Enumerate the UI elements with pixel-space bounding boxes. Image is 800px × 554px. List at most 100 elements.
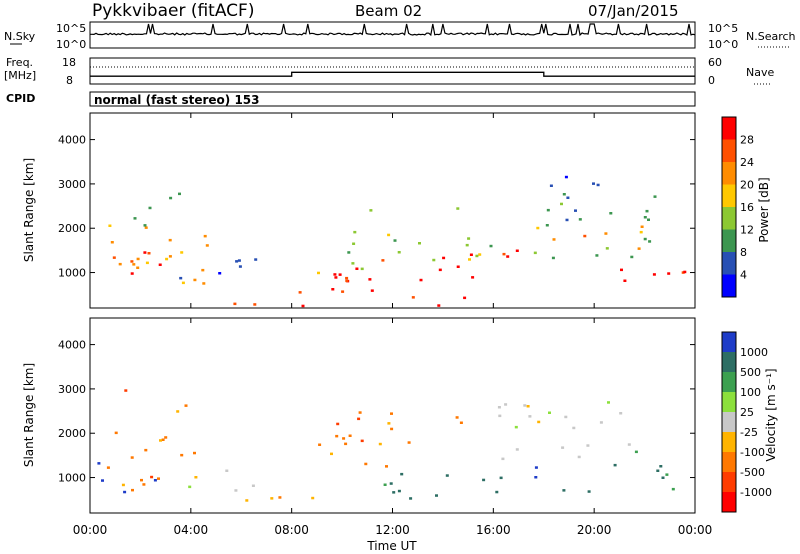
y-tick-label: 2000: [58, 222, 86, 235]
heatmap-cell: [131, 488, 134, 492]
heatmap-cell: [671, 487, 675, 491]
heatmap-cell: [661, 476, 665, 479]
heatmap-cell: [235, 260, 239, 263]
heatmap-cell: [355, 267, 359, 270]
heatmap-cell: [463, 296, 467, 300]
heatmap-cell: [523, 404, 527, 407]
heatmap-cell: [604, 232, 608, 235]
heatmap-cell: [118, 262, 122, 266]
cpid-text: normal (fast stereo) 153: [94, 93, 260, 107]
heatmap-cell: [330, 452, 333, 456]
heatmap-cell: [353, 230, 357, 234]
heatmap-cell: [475, 254, 479, 258]
heatmap-cell: [653, 195, 657, 198]
heatmap-cell: [148, 206, 152, 210]
heatmap-cell: [202, 282, 206, 285]
station-title: Pykkvibaer (fitACF): [92, 1, 254, 21]
heatmap-cell: [536, 226, 540, 230]
y-tick-label: 1000: [58, 267, 86, 280]
heatmap-cell: [560, 202, 563, 206]
heatmap-cell: [132, 263, 136, 266]
heatmap-cell: [389, 482, 393, 485]
heatmap-cell: [411, 296, 415, 299]
colorbar-swatch: [722, 412, 736, 432]
heatmap-cell: [234, 489, 238, 492]
heatmap-cell: [218, 272, 222, 275]
heatmap-cell: [572, 426, 576, 430]
x-tick-label: 16:00: [476, 523, 511, 537]
colorbar-frame: [721, 116, 737, 298]
colorbar-swatch: [722, 162, 736, 185]
heatmap-cell: [648, 240, 652, 243]
colorbar-tick-label: 8: [740, 246, 747, 259]
heatmap-cell: [348, 434, 352, 437]
heatmap-cell: [438, 268, 442, 272]
heatmap-cell: [237, 259, 241, 262]
heatmap-cell: [140, 478, 143, 482]
colorbar-swatch: [722, 332, 736, 352]
heatmap-cell: [130, 456, 134, 459]
heatmap-cell: [341, 290, 345, 293]
heatmap-cell: [136, 257, 140, 261]
y-tick-label: 2000: [58, 427, 86, 440]
freq-tick-bottom: 8: [66, 74, 73, 87]
heatmap-cell: [144, 226, 148, 229]
heatmap-cell: [586, 444, 590, 447]
heatmap-cell: [551, 256, 555, 260]
heatmap-cell: [121, 483, 125, 487]
heatmap-cell: [656, 469, 660, 472]
power-colorbar: 28 24 20 16 12 8 4: [721, 116, 754, 298]
heatmap-cell: [169, 196, 173, 200]
heatmap-cell: [347, 251, 351, 254]
heatmap-cell: [180, 251, 184, 254]
heatmap-cell: [193, 451, 196, 455]
heatmap-cell: [133, 217, 137, 220]
colorbar-swatch: [722, 372, 736, 392]
freq-tick-top: 18: [62, 56, 76, 69]
heatmap-cell: [455, 416, 459, 419]
heatmap-cell: [110, 241, 114, 244]
heatmap-cell: [179, 276, 183, 280]
heatmap-cell: [667, 272, 671, 275]
heatmap-cell: [634, 450, 638, 454]
heatmap-cell: [392, 491, 396, 494]
heatmap-cell: [552, 238, 556, 241]
velocity-y-axis: 4000 3000 2000 1000: [58, 339, 695, 485]
heatmap-cell: [184, 404, 188, 407]
heatmap-cell: [333, 273, 337, 276]
heatmap-cell: [400, 472, 404, 476]
heatmap-cell: [387, 233, 391, 237]
colorbar-tick-label: 4: [740, 269, 747, 282]
heatmap-cell: [225, 469, 229, 472]
heatmap-cell: [317, 271, 320, 275]
heatmap-cell: [345, 276, 349, 280]
heatmap-cell: [351, 262, 355, 265]
colorbar-swatch: [722, 139, 736, 162]
heatmap-cell: [124, 389, 128, 392]
heatmap-cell: [596, 183, 600, 187]
colorbar-swatch: [722, 274, 736, 297]
heatmap-cell: [188, 485, 192, 489]
heatmap-cell: [153, 479, 157, 482]
heatmap-cell: [504, 403, 508, 406]
heatmap-cell: [418, 242, 421, 245]
heatmap-cell: [515, 448, 519, 451]
colorbar-tick-label: 16: [740, 201, 754, 214]
heatmap-cell: [161, 438, 165, 441]
heatmap-cell: [537, 420, 541, 424]
heatmap-cell: [489, 244, 493, 248]
heatmap-cell: [471, 276, 475, 279]
heatmap-cell: [595, 254, 599, 257]
heatmap-cell: [270, 497, 274, 500]
colorbar-swatch: [722, 472, 736, 492]
heatmap-cell: [562, 193, 566, 196]
freq-frame: [89, 57, 696, 85]
colorbar-tick-label: -500: [740, 466, 765, 479]
heatmap-cell: [159, 439, 162, 442]
heatmap-cell: [562, 489, 566, 492]
heatmap-cell: [506, 255, 510, 258]
colorbar-swatch: [722, 392, 736, 412]
heatmap-cell: [142, 483, 146, 486]
heatmap-cell: [397, 251, 401, 254]
heatmap-cell: [150, 475, 154, 479]
